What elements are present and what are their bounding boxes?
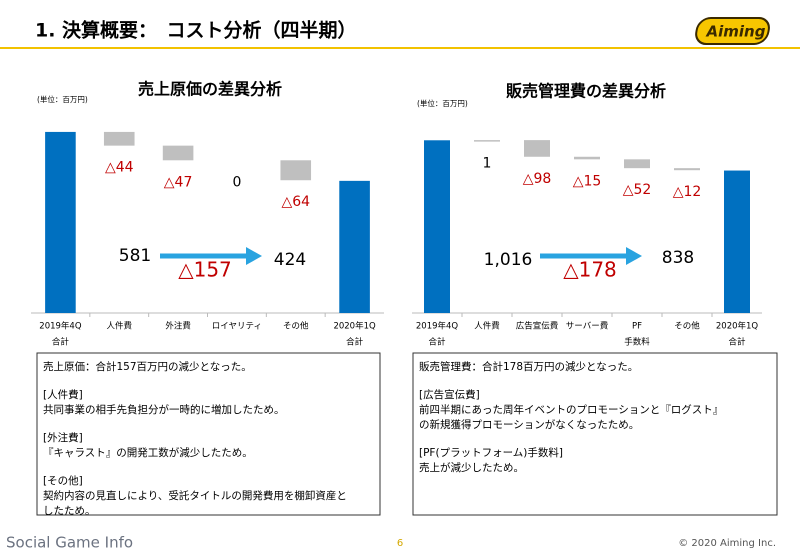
x-tick-label: 2019年4Q (416, 321, 459, 332)
total-bar (724, 170, 750, 313)
delta-label: △47 (164, 174, 193, 190)
x-tick-label: 人件費 (106, 321, 132, 332)
unit-label: (単位：百万円) (417, 98, 468, 108)
total-bar (339, 180, 370, 313)
note-line: [外注費] (43, 431, 83, 444)
delta-label: △12 (673, 184, 702, 200)
note-line: 前四半期にあった周年イベントのプロモーションと『ログスト』 (419, 403, 723, 416)
total-bar (45, 131, 76, 313)
delta-bar (162, 145, 194, 161)
note-line: [広告宣伝費] (419, 388, 480, 401)
delta-bar (524, 140, 550, 157)
note-line: 売上原価：合計157百万円の減少となった。 (43, 360, 252, 373)
arrow-head (626, 247, 642, 265)
delta-label: △98 (523, 171, 552, 187)
note-line: の新規獲得プロモーションがなくなったため。 (419, 418, 639, 431)
x-tick-label: 合計 (428, 337, 446, 348)
logo: Aiming (706, 23, 766, 41)
delta-bar (674, 168, 700, 171)
x-tick-label: その他 (674, 321, 700, 332)
x-tick-label: サーバー費 (566, 321, 609, 332)
notes-box (36, 352, 381, 516)
note-line: したため。 (43, 505, 96, 517)
total-label: 1,016 (484, 250, 533, 270)
note-line: [人件費] (43, 388, 83, 401)
total-label: 424 (274, 250, 306, 270)
x-tick-label: 外注費 (165, 321, 191, 332)
x-tick-label: 合計 (728, 337, 746, 348)
x-tick-label: 2020年1Q (333, 321, 376, 332)
x-tick-label: 手数料 (624, 337, 650, 348)
total-bar (424, 140, 450, 313)
arrow-head (246, 247, 262, 265)
x-tick-label: 2020年1Q (716, 321, 759, 332)
note-line: 販売管理費：合計178百万円の減少となった。 (419, 360, 638, 373)
slide-title: 1. 決算概要： コスト分析（四半期） (35, 19, 357, 42)
chart-title: 売上原価の差異分析 (138, 80, 282, 99)
footer-source: Social Game Info (6, 534, 133, 552)
x-tick-label: 広告宣伝費 (516, 321, 559, 332)
annotation: △178 (563, 258, 617, 282)
chart-title: 販売管理費の差異分析 (506, 82, 666, 101)
logo-badge (695, 17, 770, 45)
delta-bar (574, 156, 600, 160)
note-line: 売上が減少したため。 (419, 461, 524, 474)
delta-label: △44 (105, 160, 134, 176)
page-number: 6 (397, 538, 403, 549)
x-tick-label: PF (632, 322, 642, 332)
note-line: [PF(プラットフォーム)手数料] (419, 446, 563, 459)
total-label: 838 (662, 248, 694, 268)
x-tick-label: 人件費 (474, 321, 500, 332)
note-line: 共同事業の相手先負担分が一時的に増加したため。 (43, 403, 285, 416)
unit-label: (単位：百万円) (37, 94, 88, 104)
delta-label: △52 (623, 182, 652, 198)
x-tick-label: 合計 (346, 337, 364, 348)
x-tick-label: 合計 (52, 337, 70, 348)
x-tick-label: その他 (283, 321, 309, 332)
annotation: △157 (178, 258, 232, 282)
delta-label: 0 (232, 174, 241, 190)
delta-label: 1 (483, 156, 492, 172)
delta-label: △64 (281, 194, 310, 210)
delta-bar (474, 140, 500, 142)
x-tick-label: ロイヤリティ (212, 322, 262, 332)
note-line: 契約内容の見直しにより、受託タイトルの開発費用を棚卸資産と (43, 489, 347, 502)
copyright: © 2020 Aiming Inc. (678, 538, 776, 549)
delta-label: △15 (573, 173, 602, 189)
notes-box (412, 352, 778, 516)
delta-bar (103, 131, 135, 146)
x-tick-label: 2019年4Q (39, 321, 82, 332)
note-line: 『キャラスト』の開発工数が減少したため。 (43, 446, 253, 459)
note-line: [その他] (43, 474, 83, 487)
delta-bar (624, 159, 650, 169)
total-label: 581 (119, 246, 151, 266)
delta-bar (280, 160, 312, 181)
